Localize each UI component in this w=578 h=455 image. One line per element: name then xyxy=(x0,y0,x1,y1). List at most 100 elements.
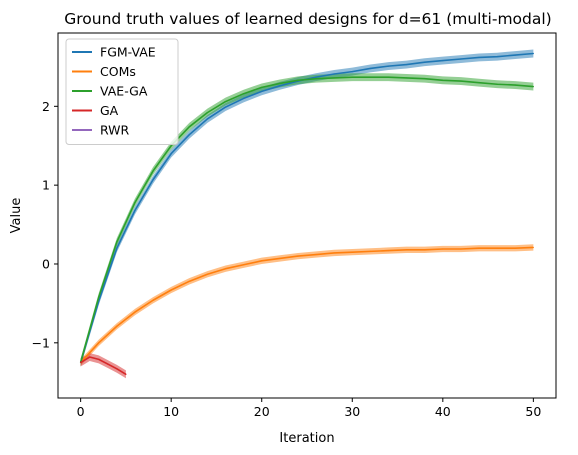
data-point-vae-ga xyxy=(188,126,190,128)
data-point-coms xyxy=(387,249,390,252)
y-tick-label: −1 xyxy=(32,335,50,350)
data-point-fgm-vae xyxy=(369,67,371,70)
data-point-fgm-vae xyxy=(261,90,263,92)
data-point-vae-ga xyxy=(134,201,136,204)
series-line-vae-ga xyxy=(79,76,534,363)
data-point-coms xyxy=(297,255,299,257)
x-tick-label: 30 xyxy=(344,404,360,419)
y-tick-label: 0 xyxy=(42,256,50,271)
data-point-coms xyxy=(170,289,172,291)
data-point-vae-ga xyxy=(224,100,227,103)
data-point-ga xyxy=(107,363,109,365)
data-point-vae-ga xyxy=(116,241,118,243)
data-point-fgm-vae xyxy=(279,85,281,87)
x-tick-label: 0 xyxy=(77,404,85,419)
data-point-coms xyxy=(206,273,208,275)
data-point-ga xyxy=(98,358,100,360)
data-point-ga xyxy=(80,361,82,364)
legend: FGM-VAE COMs VAE-GA GA RWR xyxy=(65,38,179,145)
legend-label: COMs xyxy=(100,64,136,79)
data-point-coms xyxy=(442,248,444,250)
data-point-vae-ga xyxy=(532,86,534,88)
legend-label: GA xyxy=(100,103,119,118)
data-point-coms xyxy=(333,252,335,254)
data-point-coms xyxy=(188,280,190,282)
legend-label: VAE-GA xyxy=(100,84,148,99)
data-point-fgm-vae xyxy=(243,97,245,100)
data-point-vae-ga xyxy=(406,77,408,79)
confidence-bands xyxy=(80,49,534,379)
data-point-coms xyxy=(496,247,498,249)
y-axis-label: Value xyxy=(9,198,24,234)
data-point-fgm-vae xyxy=(478,56,480,59)
data-point-fgm-vae xyxy=(315,76,317,78)
data-point-coms xyxy=(478,247,480,249)
data-point-vae-ga xyxy=(315,78,317,80)
data-point-coms xyxy=(279,257,281,260)
band-fgm-vae xyxy=(80,49,534,367)
chart-title: Ground truth values of learned designs f… xyxy=(64,10,551,28)
data-point-coms xyxy=(98,342,100,344)
data-point-coms xyxy=(351,251,353,253)
data-point-coms xyxy=(460,248,462,250)
x-tick-label: 40 xyxy=(435,404,451,419)
legend-box xyxy=(65,38,179,145)
data-point-coms xyxy=(116,325,118,327)
data-point-coms xyxy=(406,249,408,251)
data-point-coms xyxy=(243,264,245,266)
band-coms xyxy=(80,244,534,366)
data-point-fgm-vae xyxy=(406,63,408,66)
data-point-coms xyxy=(514,247,516,249)
data-point-fgm-vae xyxy=(188,134,190,136)
series-line-ga xyxy=(80,356,127,376)
data-point-vae-ga xyxy=(369,76,371,78)
data-point-fgm-vae xyxy=(442,59,444,62)
data-point-fgm-vae xyxy=(514,54,516,56)
x-axis: 0 10 20 30 40 50 xyxy=(77,398,541,419)
data-point-vae-ga xyxy=(243,93,245,95)
data-point-vae-ga xyxy=(387,76,390,78)
data-point-fgm-vae xyxy=(134,209,136,211)
data-point-fgm-vae xyxy=(532,52,534,55)
data-point-coms xyxy=(532,246,534,249)
data-point-fgm-vae xyxy=(116,247,118,249)
data-point-coms xyxy=(424,249,426,251)
data-point-ga xyxy=(125,373,127,375)
data-point-vae-ga xyxy=(170,145,172,147)
x-tick-label: 20 xyxy=(254,404,270,419)
data-point-vae-ga xyxy=(152,170,154,172)
data-point-vae-ga xyxy=(496,83,498,85)
data-point-coms xyxy=(152,299,154,301)
data-point-vae-ga xyxy=(514,84,516,86)
data-point-vae-ga xyxy=(351,76,353,78)
data-point-coms xyxy=(224,268,227,270)
data-point-vae-ga xyxy=(424,78,426,80)
x-tick-label: 50 xyxy=(525,404,541,419)
data-point-fgm-vae xyxy=(496,56,498,58)
data-point-fgm-vae xyxy=(387,65,390,67)
data-point-coms xyxy=(369,250,371,252)
legend-label: FGM-VAE xyxy=(100,45,156,60)
data-point-vae-ga xyxy=(261,86,263,88)
data-point-vae-ga xyxy=(98,296,100,298)
x-axis-label: Iteration xyxy=(279,431,334,446)
data-point-fgm-vae xyxy=(206,118,208,120)
data-point-fgm-vae xyxy=(333,73,335,75)
y-tick-label: 2 xyxy=(42,99,50,114)
data-point-coms xyxy=(315,253,317,256)
data-point-vae-ga xyxy=(478,82,480,84)
data-point-vae-ga xyxy=(297,79,299,81)
plot-frame xyxy=(57,32,557,399)
data-point-fgm-vae xyxy=(460,58,462,60)
data-point-fgm-vae xyxy=(170,153,172,155)
data-point-vae-ga xyxy=(333,77,335,79)
data-point-fgm-vae xyxy=(351,71,353,73)
data-point-fgm-vae xyxy=(152,179,154,181)
data-point-vae-ga xyxy=(206,112,208,114)
data-point-vae-ga xyxy=(442,79,444,81)
data-point-vae-ga xyxy=(279,82,281,85)
series-line-coms xyxy=(80,246,534,364)
data-point-fgm-vae xyxy=(424,61,426,63)
data-point-ga xyxy=(116,368,118,370)
